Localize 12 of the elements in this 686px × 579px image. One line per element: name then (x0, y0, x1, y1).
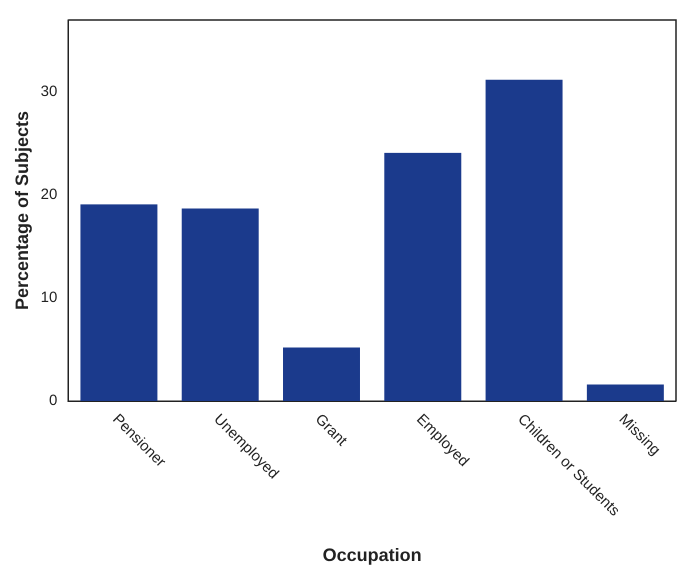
y-tick-label: 0 (48, 392, 58, 410)
y-tick-label: 20 (40, 186, 58, 204)
bar (586, 384, 664, 401)
bar (486, 80, 563, 401)
y-axis-title: Percentage of Subjects (12, 110, 32, 310)
y-tick-label: 30 (40, 83, 58, 100)
bar (283, 347, 360, 401)
bar (80, 204, 158, 401)
x-axis-title: Occupation (322, 545, 422, 566)
y-tick-label: 10 (40, 289, 58, 306)
bar (384, 152, 462, 401)
bar (182, 208, 259, 401)
